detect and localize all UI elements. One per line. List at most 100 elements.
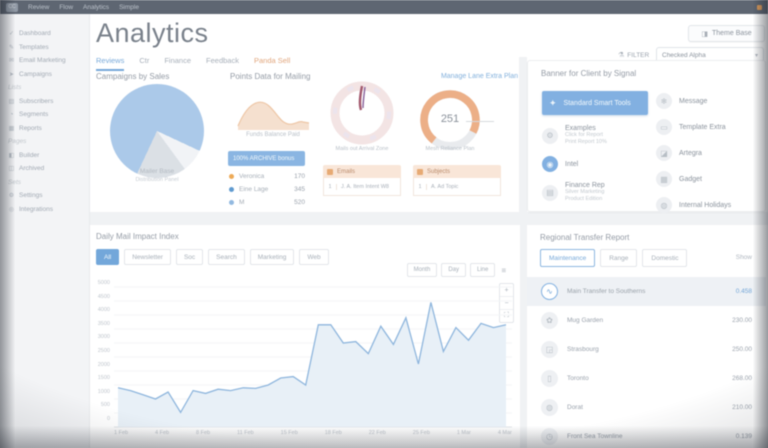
tab-feedback[interactable]: Feedback	[206, 56, 239, 65]
banner-card-title: Banner for Client by Signal	[541, 69, 637, 78]
topnav-item-flow[interactable]: Flow	[59, 3, 74, 11]
sidebar: ✓ Dashboard ✎ Templates ✉ Email Marketing ➤ Cam…	[0, 14, 90, 448]
filter-pill-newsletter[interactable]: Newsletter	[124, 249, 171, 265]
gauge-pointer-line	[466, 121, 494, 122]
banner-item-label: Internal Holidays	[679, 201, 732, 209]
legend-value: 345	[294, 186, 305, 193]
transaction-label: Strasbourg	[567, 346, 599, 353]
transaction-row-dorat[interactable]: ◍ Dorat 210.00	[527, 393, 766, 422]
topnav-item-review[interactable]: Review	[28, 3, 50, 11]
range-button-month[interactable]: Month	[406, 263, 438, 277]
tab-panda-sell[interactable]: Panda Sell	[253, 56, 291, 65]
legend-label: Veronica	[239, 173, 265, 180]
sidebar-item-subscribers[interactable]: ▤ Subscribers	[0, 95, 89, 109]
report-select-value: Checked Alpha	[662, 51, 706, 59]
wreath-chart	[330, 81, 394, 145]
legend-dot-icon	[229, 187, 234, 192]
app-logo[interactable]: CC	[6, 2, 18, 12]
theme-button[interactable]: ◨ Theme Base	[688, 25, 765, 42]
sidebar-item-campaigns[interactable]: ➤ Campaigns	[0, 68, 89, 82]
banner-item-text: Examples Click for Report Print Report 10%	[565, 125, 607, 146]
regional-tab-range[interactable]: Range	[600, 249, 638, 267]
transaction-list: ∿ Main Transfer to Southerns 0.458 ✿ Mug Gar…	[527, 277, 766, 448]
transaction-value: 0.139	[735, 433, 752, 440]
topnav-item-simple[interactable]: Simple	[119, 3, 139, 11]
intel-icon: ◉	[542, 156, 558, 172]
strasbourg-icon: ◲	[541, 341, 558, 358]
archive-bonus-badge[interactable]: 100% ARCHIVE bonus	[228, 151, 305, 166]
sidebar-item-settings[interactable]: ⚙ Settings	[0, 189, 89, 203]
filter-pill-soc[interactable]: Soc	[175, 249, 204, 265]
filter-pill-web[interactable]: Web	[299, 249, 329, 265]
tab-finance[interactable]: Finance	[164, 56, 192, 65]
subjects-row[interactable]: 1 A. Ad Topic	[413, 178, 501, 196]
transaction-row-main-transfer-to-southerns[interactable]: ∿ Main Transfer to Southerns 0.458	[527, 277, 766, 306]
banner-item-examples[interactable]: ⚙ Examples Click for Report Print Report 10…	[542, 125, 648, 146]
sidebar-item-label: Settings	[19, 192, 43, 200]
emails-row[interactable]: 1 J. A. Item Intent W8	[323, 178, 401, 196]
transaction-row-front-sea-townline[interactable]: ◷ Front Sea Townline 0.139	[527, 422, 766, 448]
banner-item-label: Message	[679, 97, 708, 105]
pie-caption: Mailer Base Distribution Panel	[135, 168, 179, 183]
banner-item-gadget[interactable]: ▦ Gadget	[656, 171, 760, 187]
main-transfer-to-southerns-icon: ∿	[541, 283, 558, 300]
artegra-icon: ◪	[656, 145, 672, 161]
transaction-row-mug-garden[interactable]: ✿ Mug Garden 230.00	[527, 306, 766, 335]
banner-item-template-extra[interactable]: ▭ Template Extra	[656, 119, 760, 135]
sidebar-item-email-marketing[interactable]: ✉ Email Marketing	[0, 54, 89, 68]
range-button-line[interactable]: Line	[469, 263, 496, 277]
banner-item-standard-smart-tools[interactable]: ✦ Standard Smart Tools	[542, 91, 648, 115]
segments-icon: ◔	[9, 111, 14, 118]
chart-menu-icon[interactable]: ≡	[501, 265, 506, 275]
x-tick-label: 1 Feb	[114, 430, 129, 436]
sidebar-item-templates[interactable]: ✎ Templates	[0, 41, 89, 55]
sidebar-item-builder[interactable]: ◧ Builder	[0, 149, 89, 163]
banner-item-message[interactable]: ❄ Message	[656, 93, 760, 109]
tab-reviews[interactable]: Reviews	[96, 56, 125, 71]
regional-tab-domestic[interactable]: Domestic	[642, 249, 688, 267]
transaction-row-toronto[interactable]: ▯ Toronto 268.00	[527, 364, 766, 393]
sidebar-item-dashboard[interactable]: ✓ Dashboard	[0, 27, 89, 41]
archived-icon: ◫	[8, 166, 15, 173]
banner-card: Banner for Client by Signal ✦ Standard Sm…	[527, 60, 766, 213]
gauge-caption: Mesh Reliance Plan	[425, 146, 475, 152]
y-axis-labels: 5000 4500 4000 3500 3000 2500 2000 1500 1000 500 0	[90, 280, 110, 422]
transaction-row-strasbourg[interactable]: ◲ Strasbourg 250.00	[527, 335, 766, 364]
topnav-item-analytics[interactable]: Analytics	[83, 3, 110, 11]
banner-item-intel[interactable]: ◉ Intel	[542, 156, 648, 172]
page-title: Analytics	[96, 18, 209, 48]
sidebar-item-integrations[interactable]: ◎ Integrations	[0, 203, 89, 217]
banner-item-label: Gadget	[679, 175, 702, 183]
x-tick-label: 4 Mar	[497, 430, 512, 436]
y-tick-label: 500	[100, 402, 110, 409]
tab-ctr[interactable]: Ctr	[139, 56, 150, 65]
manage-plan-link[interactable]: Manage Lane Extra Plan	[440, 73, 518, 80]
y-tick-label: 3000	[97, 334, 110, 341]
filter-pill-marketing[interactable]: Marketing	[249, 249, 295, 265]
sidebar-item-segments[interactable]: ◔ Segments	[0, 108, 89, 122]
banner-item-label: Template Extra	[679, 123, 726, 131]
banner-item-internal-holidays[interactable]: ◍ Internal Holidays	[656, 197, 760, 213]
subjects-icon	[417, 168, 423, 175]
notification-icon[interactable]	[757, 4, 762, 10]
sidebar-item-archived[interactable]: ◫ Archived	[0, 162, 89, 176]
y-tick-label: 5000	[97, 280, 110, 286]
regional-tab-maintenance[interactable]: Maintenance	[540, 249, 596, 267]
campaigns-icon: ➤	[8, 71, 15, 78]
chart-filter-pills: All Newsletter Soc Search Marketing Web	[96, 249, 329, 265]
filter-pill-all[interactable]: All	[96, 249, 120, 265]
x-tick-label: 4 Feb	[155, 430, 170, 436]
filter-pill-search[interactable]: Search	[208, 249, 245, 265]
range-button-day[interactable]: Day	[441, 263, 466, 277]
chart-zoom-button-1[interactable]: −	[500, 297, 513, 310]
sidebar-item-label: Integrations	[19, 205, 53, 213]
banner-item-finance-rep[interactable]: ▤ Finance Rep Silver Marketing Product Edit…	[542, 182, 648, 203]
legend-item: Veronica 170	[229, 170, 305, 183]
sparkline-caption: Funds Balance Paid	[246, 132, 300, 138]
y-tick-label: 2500	[97, 347, 110, 354]
settings-icon: ⚙	[8, 193, 15, 200]
show-link[interactable]: Show	[735, 254, 752, 261]
banner-item-artegra[interactable]: ◪ Artegra	[656, 145, 760, 161]
sidebar-item-reports[interactable]: ▦ Reports	[0, 122, 89, 136]
chart-zoom-button-0[interactable]: +	[500, 284, 513, 297]
